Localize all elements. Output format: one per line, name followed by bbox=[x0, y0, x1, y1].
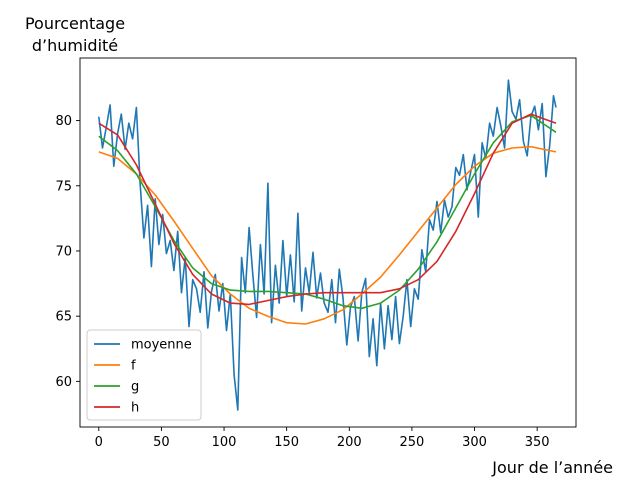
series-line-g bbox=[98, 114, 557, 310]
y-tick-label: 80 bbox=[55, 114, 72, 129]
legend-label-h: h bbox=[131, 401, 139, 416]
legend-label-f: f bbox=[131, 359, 136, 374]
axes: 0 50 100 150 200 250 300 350 60 65 70 75 80 bbox=[55, 57, 577, 450]
series-line-f bbox=[98, 145, 557, 325]
x-tick-label: 50 bbox=[153, 435, 170, 450]
legend: moyenne fgh bbox=[86, 329, 202, 421]
series-line-h bbox=[98, 113, 557, 306]
legend-label-g: g bbox=[131, 380, 139, 395]
x-tick-label: 250 bbox=[400, 435, 425, 450]
x-tick-label: 0 bbox=[95, 435, 103, 450]
y-axis-title-line-2: d’humidité bbox=[32, 36, 118, 55]
plot-area bbox=[98, 79, 557, 411]
axes-frame bbox=[79, 57, 577, 428]
y-tick-label: 65 bbox=[55, 310, 72, 325]
y-tick-label: 75 bbox=[55, 179, 72, 194]
series-line-moyenne bbox=[98, 79, 557, 411]
x-tick-label: 350 bbox=[525, 435, 550, 450]
legend-label-moyenne: moyenne bbox=[131, 338, 192, 353]
legend-box bbox=[86, 329, 202, 421]
x-tick-label: 150 bbox=[274, 435, 299, 450]
x-tick-label: 200 bbox=[337, 435, 362, 450]
x-axis-title: Jour de l’année bbox=[491, 458, 613, 477]
y-tick-label: 60 bbox=[55, 375, 72, 390]
y-axis-title-line-1: Pourcentage bbox=[25, 14, 125, 33]
y-tick-label: 70 bbox=[55, 244, 72, 259]
x-tick-label: 100 bbox=[212, 435, 237, 450]
x-tick-label: 300 bbox=[462, 435, 487, 450]
